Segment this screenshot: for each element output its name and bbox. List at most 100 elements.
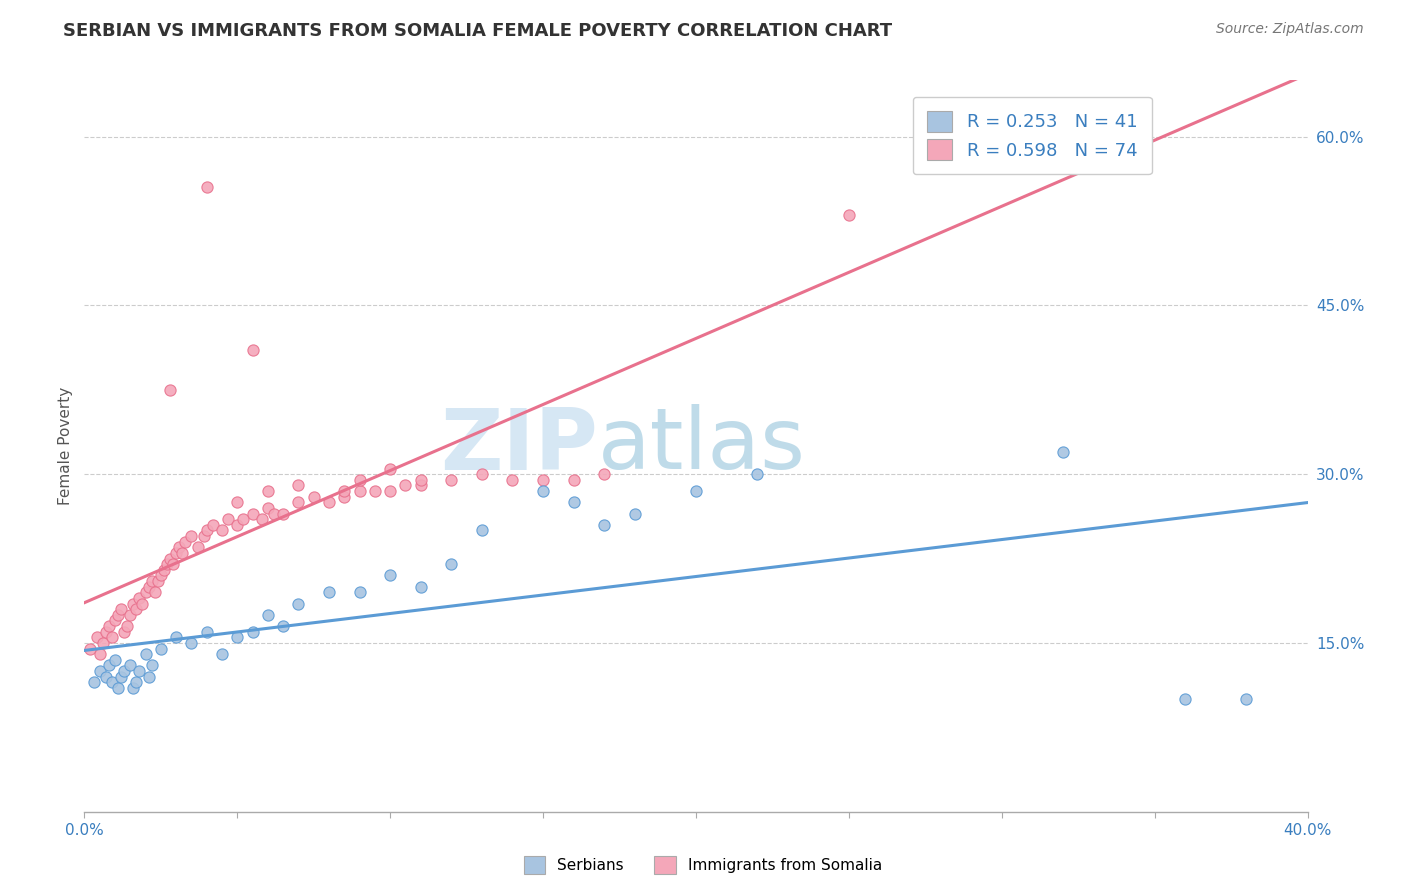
- Point: [257, 500, 280, 515]
- Point: [349, 585, 371, 599]
- Point: [112, 664, 135, 678]
- Point: [141, 658, 163, 673]
- Point: [79, 641, 101, 656]
- Point: [125, 602, 148, 616]
- Point: [195, 624, 218, 639]
- Point: [131, 597, 153, 611]
- Point: [97, 658, 120, 673]
- Point: [747, 467, 769, 482]
- Point: [562, 495, 585, 509]
- Point: [271, 619, 294, 633]
- Text: SERBIAN VS IMMIGRANTS FROM SOMALIA FEMALE POVERTY CORRELATION CHART: SERBIAN VS IMMIGRANTS FROM SOMALIA FEMAL…: [63, 22, 893, 40]
- Point: [257, 607, 280, 622]
- Text: ZIP: ZIP: [440, 404, 598, 488]
- Point: [115, 619, 138, 633]
- Point: [471, 524, 494, 538]
- Point: [143, 585, 166, 599]
- Point: [250, 512, 273, 526]
- Point: [440, 473, 463, 487]
- Point: [167, 541, 190, 555]
- Point: [287, 478, 309, 492]
- Point: [107, 607, 129, 622]
- Point: [107, 681, 129, 695]
- Point: [318, 495, 340, 509]
- Point: [440, 557, 463, 571]
- Point: [380, 483, 402, 498]
- Point: [838, 208, 860, 222]
- Point: [593, 467, 616, 482]
- Point: [593, 517, 616, 532]
- Point: [364, 483, 387, 498]
- Point: [531, 483, 554, 498]
- Point: [174, 534, 197, 549]
- Point: [257, 483, 280, 498]
- Point: [125, 675, 148, 690]
- Point: [165, 630, 187, 644]
- Point: [242, 624, 264, 639]
- Point: [232, 512, 254, 526]
- Point: [149, 641, 172, 656]
- Point: [409, 473, 432, 487]
- Point: [110, 670, 132, 684]
- Point: [159, 551, 181, 566]
- Point: [159, 383, 181, 397]
- Point: [89, 647, 111, 661]
- Point: [242, 343, 264, 358]
- Point: [101, 675, 124, 690]
- Point: [104, 614, 127, 628]
- Point: [172, 546, 194, 560]
- Point: [271, 507, 294, 521]
- Point: [122, 681, 145, 695]
- Text: Source: ZipAtlas.com: Source: ZipAtlas.com: [1216, 22, 1364, 37]
- Point: [1174, 692, 1197, 706]
- Point: [226, 495, 249, 509]
- Point: [122, 597, 145, 611]
- Point: [1236, 692, 1258, 706]
- Point: [409, 478, 432, 492]
- Point: [128, 591, 150, 605]
- Point: [531, 473, 554, 487]
- Point: [153, 563, 176, 577]
- Point: [685, 483, 707, 498]
- Point: [186, 541, 208, 555]
- Point: [141, 574, 163, 588]
- Point: [120, 607, 142, 622]
- Point: [226, 517, 249, 532]
- Point: [180, 529, 202, 543]
- Point: [110, 602, 132, 616]
- Point: [135, 647, 157, 661]
- Point: [101, 630, 124, 644]
- Point: [349, 483, 371, 498]
- Point: [135, 585, 157, 599]
- Legend: R = 0.253   N = 41, R = 0.598   N = 74: R = 0.253 N = 41, R = 0.598 N = 74: [912, 96, 1152, 175]
- Point: [333, 483, 356, 498]
- Point: [97, 619, 120, 633]
- Point: [86, 630, 108, 644]
- Point: [94, 670, 117, 684]
- Point: [201, 517, 224, 532]
- Point: [624, 507, 647, 521]
- Point: [394, 478, 416, 492]
- Point: [83, 675, 105, 690]
- Point: [333, 490, 356, 504]
- Point: [112, 624, 135, 639]
- Point: [162, 557, 184, 571]
- Point: [380, 461, 402, 475]
- Point: [471, 467, 494, 482]
- Point: [242, 507, 264, 521]
- Point: [138, 580, 160, 594]
- Point: [146, 574, 169, 588]
- Point: [502, 473, 524, 487]
- Point: [149, 568, 172, 582]
- Point: [1052, 444, 1074, 458]
- Text: atlas: atlas: [598, 404, 806, 488]
- Point: [287, 597, 309, 611]
- Point: [138, 670, 160, 684]
- Point: [91, 636, 114, 650]
- Point: [302, 490, 325, 504]
- Point: [165, 546, 187, 560]
- Point: [89, 664, 111, 678]
- Point: [226, 630, 249, 644]
- Point: [318, 585, 340, 599]
- Point: [217, 512, 239, 526]
